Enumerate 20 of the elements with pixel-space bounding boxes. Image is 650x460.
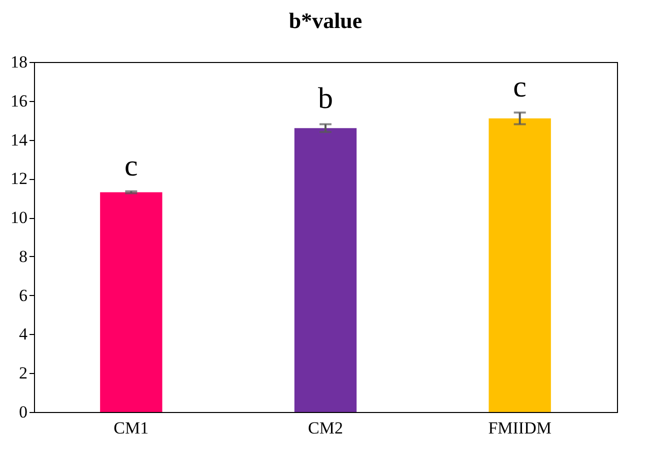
y-tick-label: 10 xyxy=(10,208,28,228)
y-tick-label: 8 xyxy=(19,246,28,266)
x-tick-label: CM1 xyxy=(114,418,149,438)
y-tick-label: 12 xyxy=(10,169,28,188)
y-tick-label: 14 xyxy=(10,130,28,150)
y-tick-label: 6 xyxy=(19,286,28,305)
x-tick-label: CM2 xyxy=(308,418,343,438)
annotation: c xyxy=(124,149,138,182)
y-tick-label: 2 xyxy=(19,364,28,383)
y-tick-label: 4 xyxy=(19,324,28,344)
annotation: b xyxy=(318,82,333,116)
bar xyxy=(294,128,357,412)
bar xyxy=(488,118,551,412)
chart-title: b*value xyxy=(288,8,362,33)
annotation: c xyxy=(513,70,526,104)
y-tick-label: 18 xyxy=(10,52,28,72)
x-tick-label: FMIIDM xyxy=(488,418,552,438)
bar xyxy=(100,192,162,412)
y-tick-label: 16 xyxy=(10,91,28,110)
y-tick-label: 0 xyxy=(19,402,28,422)
